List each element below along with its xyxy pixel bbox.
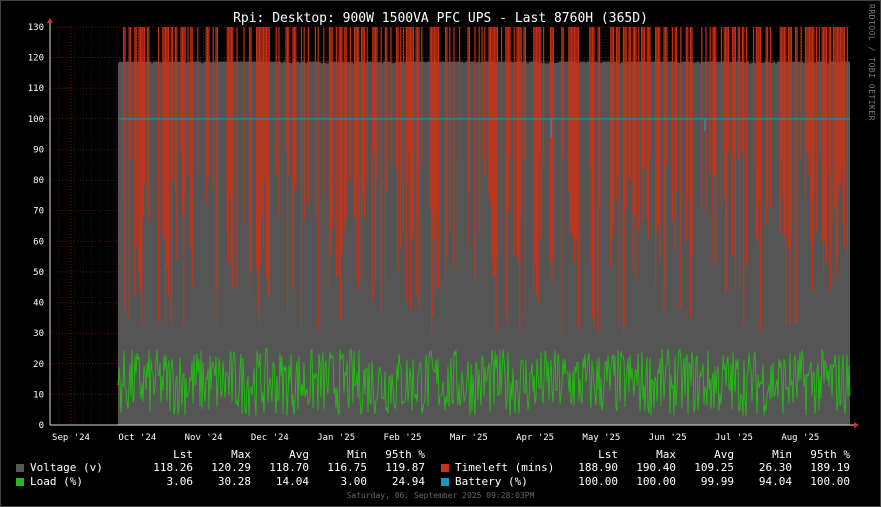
- rrdtool-watermark: RRDTOOL / TOBI OETIKER: [867, 4, 876, 121]
- x-tick-label: Aug '25: [781, 433, 819, 443]
- chart-title: Rpi: Desktop: 900W 1500VA PFC UPS - Last…: [233, 11, 648, 26]
- y-tick-label: 50: [33, 268, 44, 278]
- data-areas: [117, 27, 851, 425]
- y-axis-arrow: [47, 18, 53, 23]
- x-axis-ticks: Sep '24 Oct '24 Nov '24 Dec '24 Jan '25 Feb '…: [52, 433, 819, 443]
- y-tick-label: 40: [33, 299, 44, 309]
- y-tick-label: 130: [28, 23, 44, 33]
- axes: [47, 18, 859, 428]
- y-tick-label: 110: [28, 84, 44, 94]
- timestamp: Saturday, 06. September 2025 09:28:03PM: [346, 491, 535, 500]
- x-axis-arrow: [854, 422, 859, 428]
- x-tick-label: Jun '25: [649, 433, 687, 443]
- battery-dip: [550, 118, 706, 138]
- load-line: [117, 347, 851, 416]
- y-tick-label: 100: [28, 115, 44, 125]
- y-tick-label: 60: [33, 237, 44, 247]
- y-tick-label: 80: [33, 176, 44, 186]
- y-tick-label: 30: [33, 329, 44, 339]
- x-tick-label: Sep '24: [52, 433, 90, 443]
- y-tick-label: 20: [33, 360, 44, 370]
- x-tick-label: Apr '25: [516, 433, 554, 443]
- x-tick-label: Jan '25: [317, 433, 355, 443]
- x-tick-label: Oct '24: [118, 433, 156, 443]
- x-tick-label: Nov '24: [185, 433, 223, 443]
- x-tick-label: Dec '24: [251, 433, 289, 443]
- y-axis-ticks: 0 10 20 30 40 50 60 70 80 90 100 110 120 130: [28, 23, 44, 431]
- y-tick-label: 90: [33, 145, 44, 155]
- timeleft-area: [123, 27, 848, 333]
- x-tick-label: Jul '25: [715, 433, 753, 443]
- y-tick-label: 120: [28, 54, 44, 64]
- y-tick-label: 70: [33, 207, 44, 217]
- y-tick-label: 10: [33, 390, 44, 400]
- x-tick-label: Feb '25: [384, 433, 422, 443]
- x-tick-label: Mar '25: [450, 433, 488, 443]
- x-tick-label: May '25: [582, 433, 620, 443]
- y-tick-label: 0: [39, 421, 44, 431]
